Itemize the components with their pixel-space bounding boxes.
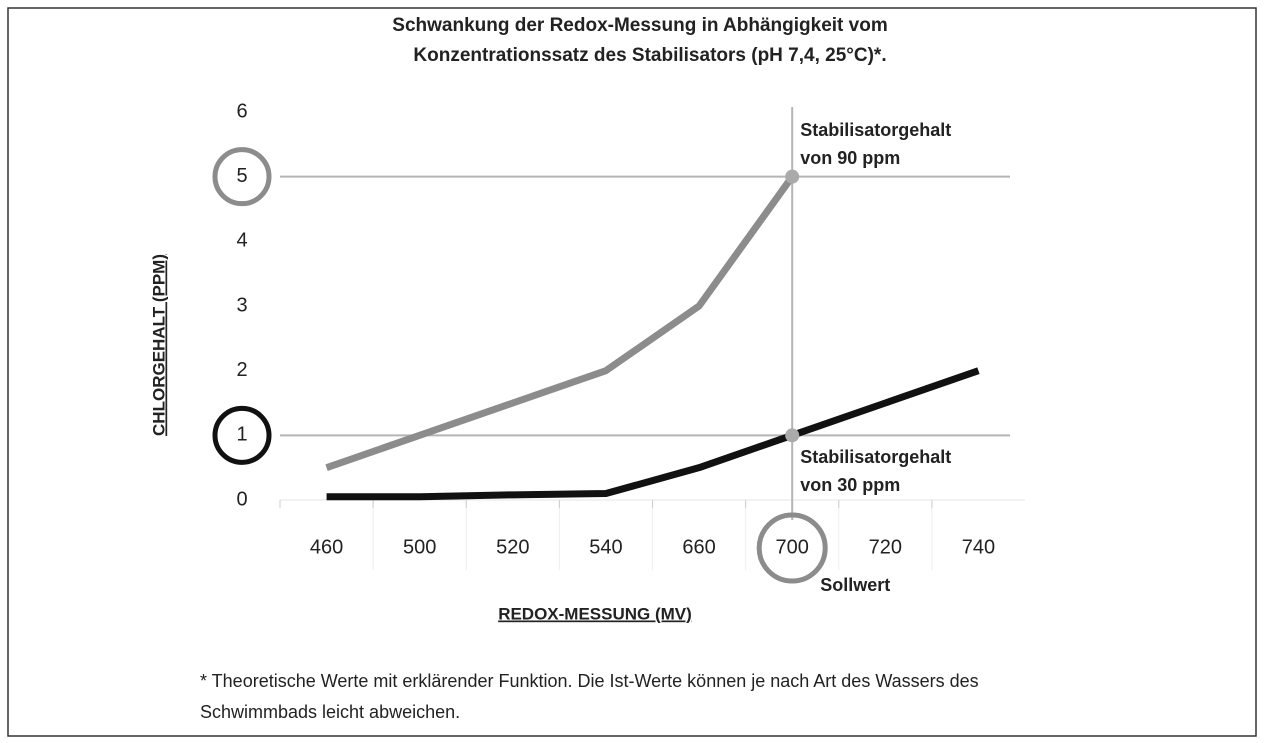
y-axis-title: CHLORGEHALT (PPM) (149, 254, 168, 436)
chart-title: Schwankung der Redox-Messung in Abhängig… (392, 15, 887, 36)
intersection-dot (785, 169, 800, 184)
series-line (325, 174, 796, 471)
y-tick-label: 3 (236, 294, 247, 316)
x-tick-label: 540 (589, 536, 622, 558)
x-tick-label: 500 (403, 536, 436, 558)
y-tick-label: 6 (236, 100, 247, 122)
y-tick-label: 5 (236, 165, 247, 187)
highlight-circle (212, 405, 272, 465)
y-tick-label: 1 (236, 424, 247, 446)
x-annotation: Sollwert (820, 575, 890, 595)
x-axis-title: REDOX-MESSUNG (MV) (498, 604, 692, 623)
y-tick-label: 0 (236, 488, 247, 510)
intersection-dot (785, 428, 800, 443)
y-tick-label: 4 (236, 230, 247, 252)
y-tick-label: 2 (236, 359, 247, 381)
frame (7, 7, 1257, 737)
x-tick-label: 520 (496, 536, 529, 558)
x-tick-label: 740 (962, 536, 995, 558)
highlight-circle (212, 147, 272, 207)
series-label: Stabilisatorgehalt von 30 ppm (800, 447, 952, 496)
series-line (326, 367, 980, 501)
x-tick-label: 700 (776, 536, 809, 558)
x-tick-label: 720 (869, 536, 902, 558)
chart-title: Konzentrationssatz des Stabilisators (pH… (413, 45, 886, 66)
footnote: * Theoretische Werte mit erklärender Fun… (200, 671, 979, 722)
highlight-circle (756, 512, 828, 584)
x-tick-label: 460 (310, 536, 343, 558)
x-tick-label: 660 (682, 536, 715, 558)
series-label: Stabilisatorgehalt von 90 ppm (800, 120, 952, 168)
